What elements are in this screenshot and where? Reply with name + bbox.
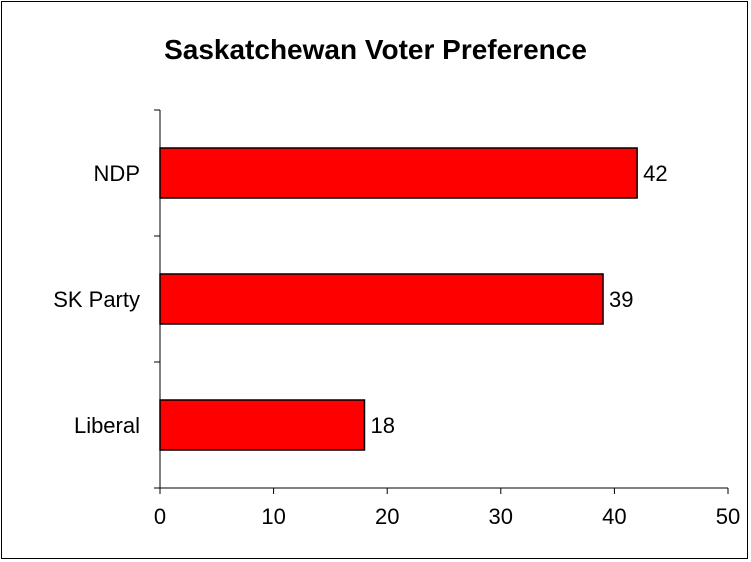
x-tick-label: 30 [489,504,513,529]
x-tick-label: 0 [154,504,166,529]
data-label: 39 [609,287,633,312]
x-tick-label: 20 [375,504,399,529]
chart-title: Saskatchewan Voter Preference [164,34,587,65]
data-label: 18 [370,413,394,438]
bar [159,147,638,199]
category-label: SK Party [53,287,140,312]
x-tick-label: 50 [716,504,740,529]
bar [159,399,366,451]
x-tick-label: 40 [602,504,626,529]
x-tick-label: 10 [261,504,285,529]
data-label: 42 [643,161,667,186]
bar [159,273,604,325]
category-label: NDP [94,161,140,186]
category-label: Liberal [74,413,140,438]
